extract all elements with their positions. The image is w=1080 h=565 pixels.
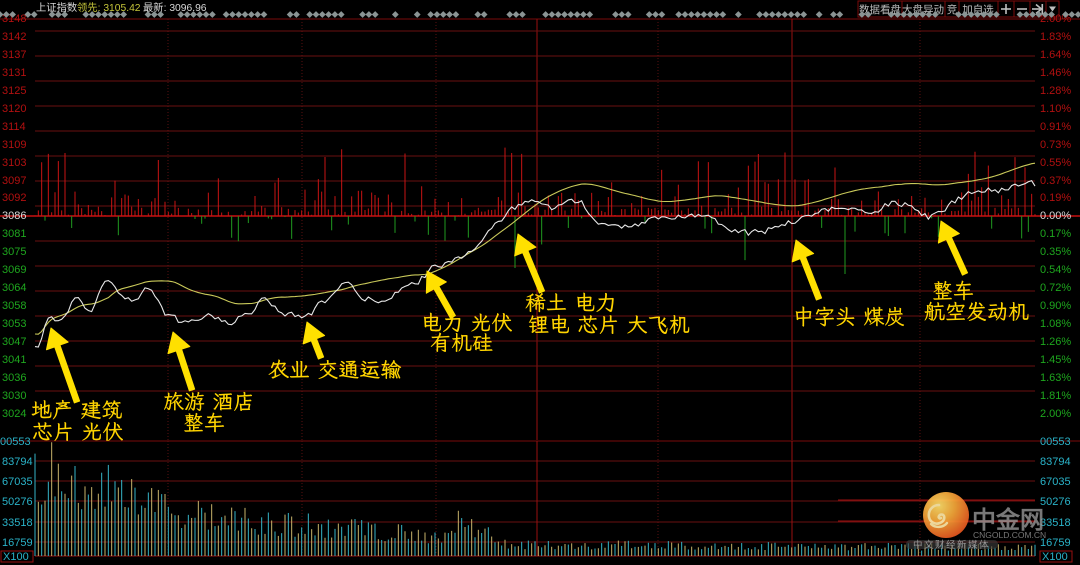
svg-text:3081: 3081 [2, 228, 26, 240]
svg-text:3120: 3120 [2, 103, 26, 115]
svg-text:0.72%: 0.72% [1040, 282, 1071, 294]
svg-text:00553: 00553 [0, 436, 31, 448]
svg-text:X100: X100 [1042, 551, 1068, 563]
svg-text:0.90%: 0.90% [1040, 300, 1071, 312]
svg-text:3125: 3125 [2, 85, 26, 97]
svg-text:X100: X100 [3, 551, 29, 563]
svg-text:锂电 芯片 大飞机: 锂电 芯片 大飞机 [528, 310, 690, 338]
svg-text:3030: 3030 [2, 390, 26, 402]
svg-text:3097: 3097 [2, 175, 26, 187]
svg-text:1.46%: 1.46% [1040, 67, 1071, 79]
svg-text:3092: 3092 [2, 192, 26, 204]
svg-text:50276: 50276 [2, 496, 33, 508]
svg-text:3064: 3064 [2, 282, 26, 294]
svg-text:芯片 光伏: 芯片 光伏 [32, 417, 123, 445]
svg-text:3075: 3075 [2, 246, 26, 258]
svg-text:3036: 3036 [2, 372, 26, 384]
svg-text:0.73%: 0.73% [1040, 139, 1071, 151]
svg-text:0.54%: 0.54% [1040, 264, 1071, 276]
svg-text:33518: 33518 [2, 517, 33, 529]
svg-text:83794: 83794 [2, 456, 33, 468]
svg-text:0.35%: 0.35% [1040, 246, 1071, 258]
svg-text:整车: 整车 [183, 408, 225, 436]
svg-text:航空发动机: 航空发动机 [924, 297, 1029, 325]
svg-text:3086: 3086 [2, 210, 26, 222]
svg-text:1.08%: 1.08% [1040, 318, 1071, 330]
svg-text:中文财经新媒体: 中文财经新媒体 [913, 539, 990, 551]
svg-text:0.91%: 0.91% [1040, 121, 1071, 133]
svg-text:1.83%: 1.83% [1040, 31, 1071, 43]
svg-text:3041: 3041 [2, 354, 26, 366]
svg-text:最新: 3096.96: 最新: 3096.96 [143, 1, 207, 14]
svg-text:50276: 50276 [1040, 496, 1071, 508]
svg-text:0.17%: 0.17% [1040, 228, 1071, 240]
svg-text:1.64%: 1.64% [1040, 49, 1071, 61]
svg-text:0.00%: 0.00% [1040, 210, 1071, 222]
svg-text:3131: 3131 [2, 67, 26, 79]
svg-text:3137: 3137 [2, 49, 26, 61]
svg-text:2.00%: 2.00% [1040, 408, 1071, 420]
svg-text:1.26%: 1.26% [1040, 336, 1071, 348]
svg-text:3069: 3069 [2, 264, 26, 276]
svg-text:3053: 3053 [2, 318, 26, 330]
svg-text:有机硅: 有机硅 [430, 328, 493, 356]
svg-text:3047: 3047 [2, 336, 26, 348]
svg-text:83794: 83794 [1040, 456, 1071, 468]
svg-text:农业 交通运输: 农业 交通运输 [268, 355, 401, 383]
svg-text:0.37%: 0.37% [1040, 175, 1071, 187]
svg-text:3114: 3114 [2, 121, 26, 133]
svg-text:上证指数: 上证指数 [36, 1, 77, 14]
svg-text:0.55%: 0.55% [1040, 157, 1071, 169]
svg-text:1.10%: 1.10% [1040, 103, 1071, 115]
svg-text:1.63%: 1.63% [1040, 372, 1071, 384]
svg-text:0.19%: 0.19% [1040, 192, 1071, 204]
svg-text:CNGOLD.COM.CN: CNGOLD.COM.CN [973, 530, 1046, 540]
svg-text:3109: 3109 [2, 139, 26, 151]
svg-text:1.45%: 1.45% [1040, 354, 1071, 366]
svg-text:3058: 3058 [2, 300, 26, 312]
svg-text:中字头 煤炭: 中字头 煤炭 [793, 302, 905, 330]
svg-text:33518: 33518 [1040, 517, 1071, 529]
svg-text:3142: 3142 [2, 31, 26, 43]
svg-text:3024: 3024 [2, 408, 26, 420]
svg-text:16759: 16759 [2, 537, 33, 549]
svg-text:67035: 67035 [1040, 476, 1071, 488]
svg-text:1.81%: 1.81% [1040, 390, 1071, 402]
svg-text:67035: 67035 [2, 476, 33, 488]
svg-text:00553: 00553 [1040, 436, 1071, 448]
svg-text:3103: 3103 [2, 157, 26, 169]
svg-text:1.28%: 1.28% [1040, 85, 1071, 97]
